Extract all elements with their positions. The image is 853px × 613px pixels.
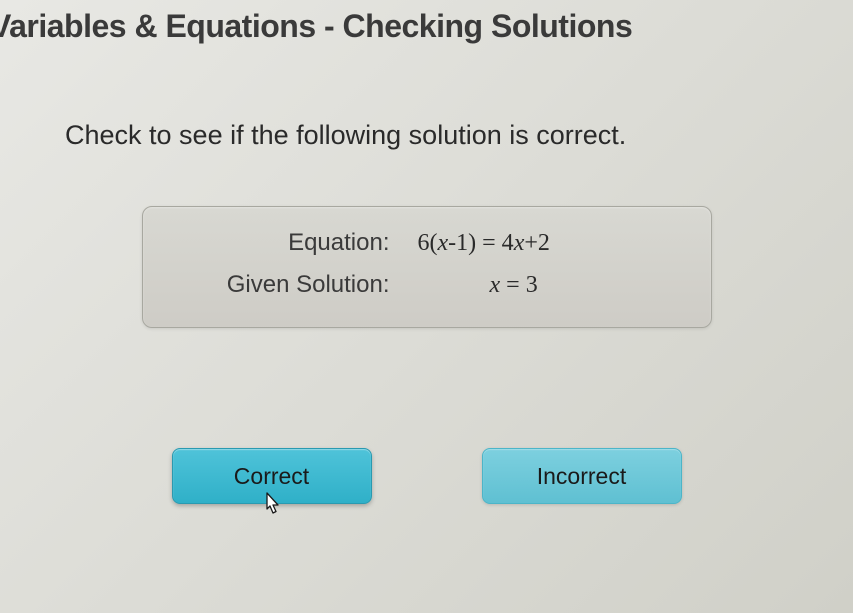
correct-button[interactable]: Correct — [172, 448, 372, 504]
solution-row: Given Solution: x = 3 — [173, 271, 681, 299]
equation-row: Equation: 6(x-1) = 4x+2 — [173, 229, 681, 257]
equation-value: 6(x-1) = 4x+2 — [418, 230, 550, 257]
correct-button-label: Correct — [234, 463, 309, 490]
instruction-text: Check to see if the following solution i… — [65, 120, 853, 151]
button-row: Correct Incorrect — [0, 448, 853, 504]
pointer-cursor-icon — [260, 491, 284, 519]
solution-value: x = 3 — [418, 272, 538, 299]
problem-box: Equation: 6(x-1) = 4x+2 Given Solution: … — [142, 206, 712, 328]
equation-label: Equation: — [173, 229, 418, 257]
incorrect-button-label: Incorrect — [537, 463, 626, 490]
incorrect-button[interactable]: Incorrect — [482, 448, 682, 504]
page-title: Variables & Equations - Checking Solutio… — [0, 0, 853, 45]
solution-label: Given Solution: — [173, 271, 418, 299]
